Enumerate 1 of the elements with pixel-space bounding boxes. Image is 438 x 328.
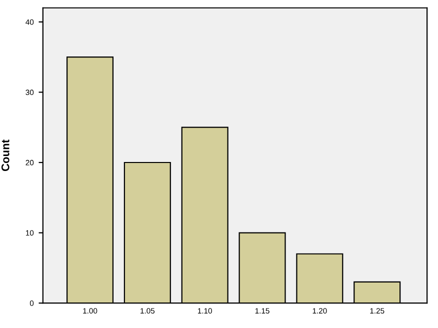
y-axis-title: Count <box>1 140 10 172</box>
